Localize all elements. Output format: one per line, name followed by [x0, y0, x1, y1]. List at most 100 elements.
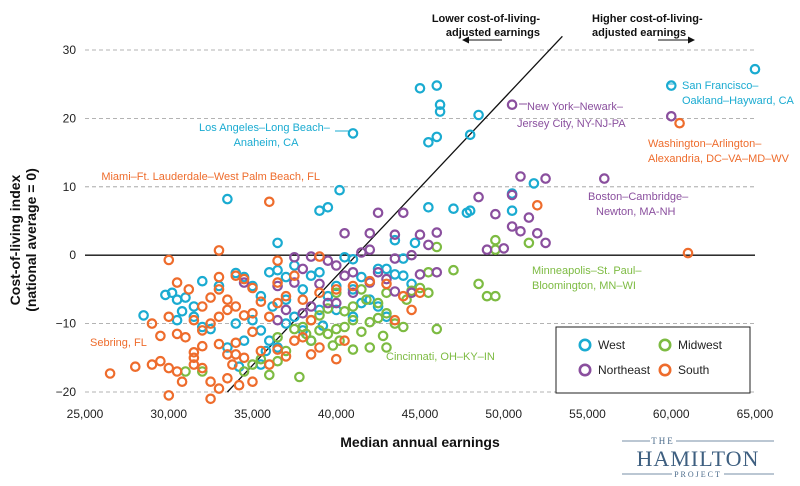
- lower-arrow-label-line2: adjusted earnings: [446, 27, 540, 39]
- data-point: [205, 393, 216, 405]
- data-point: [389, 269, 401, 280]
- data-point: [434, 99, 446, 110]
- data-point: [205, 292, 216, 303]
- data-point: [389, 318, 401, 329]
- data-point: [423, 202, 434, 213]
- data-point: [260, 345, 272, 357]
- data-point: [314, 310, 325, 321]
- data-point: [163, 311, 175, 323]
- data-point: [176, 305, 188, 317]
- data-point: [330, 287, 342, 299]
- data-point: [230, 349, 242, 360]
- data-point: [314, 205, 325, 216]
- data-point: [330, 280, 342, 292]
- x-tick-label: 25,000: [67, 407, 104, 421]
- data-point: [289, 277, 300, 288]
- data-point: [381, 342, 392, 353]
- data-points: [104, 63, 761, 405]
- data-point: [431, 131, 443, 143]
- data-point: [314, 251, 325, 262]
- data-point: [414, 229, 426, 240]
- logo-hamilton: HAMILTON: [637, 446, 760, 471]
- data-point: [255, 290, 267, 302]
- legend-marker-west: [578, 338, 592, 352]
- data-point: [389, 286, 401, 297]
- data-point: [263, 311, 275, 323]
- y-tick-label: 20: [63, 111, 77, 125]
- data-point: [305, 335, 317, 346]
- data-point: [523, 237, 535, 249]
- data-point: [347, 266, 359, 278]
- data-point: [431, 266, 443, 278]
- data-point: [490, 244, 501, 255]
- data-point: [263, 335, 275, 346]
- data-point: [314, 342, 325, 353]
- annotation-sf: San Francisco– Oakland–Hayward, CA: [682, 80, 795, 107]
- data-point: [515, 171, 526, 182]
- data-point: [431, 323, 443, 335]
- data-point: [305, 349, 317, 360]
- data-point: [347, 253, 359, 265]
- data-point: [464, 129, 476, 141]
- data-point: [682, 247, 694, 259]
- data-point: [322, 328, 334, 340]
- data-point: [188, 352, 200, 364]
- y-tick-label: −10: [56, 317, 77, 331]
- data-point: [364, 294, 376, 305]
- right-arrow-icon: [688, 36, 695, 44]
- data-point: [506, 189, 518, 201]
- y-axis-title: Cost-of-living index (national average =…: [7, 168, 39, 312]
- series-west: [138, 63, 761, 372]
- data-point: [138, 310, 149, 321]
- data-point: [171, 314, 183, 326]
- data-point: [305, 314, 317, 326]
- data-point: [205, 318, 216, 329]
- x-tick-label: 45,000: [402, 407, 439, 421]
- x-tick-label: 55,000: [569, 407, 606, 421]
- data-point: [490, 234, 501, 246]
- data-point: [347, 128, 359, 139]
- data-point: [171, 328, 183, 340]
- data-point: [364, 228, 376, 239]
- data-point: [222, 342, 233, 353]
- data-point: [297, 331, 309, 343]
- legend-item-northeast: Northeast: [578, 363, 651, 377]
- data-point: [213, 383, 225, 394]
- data-point: [314, 325, 325, 336]
- data-point: [364, 244, 376, 255]
- data-point: [389, 234, 401, 246]
- data-point: [481, 290, 493, 302]
- data-point: [297, 284, 309, 295]
- data-point: [347, 280, 359, 292]
- data-point: [448, 203, 459, 214]
- legend-marker-midwest: [658, 338, 672, 352]
- data-point: [372, 297, 384, 309]
- data-point: [247, 314, 258, 326]
- x-axis-ticks: 25,000 30,000 35,000 40,000 45,000 50,000 55,0…: [67, 407, 774, 421]
- data-point: [334, 184, 345, 196]
- data-point: [490, 208, 501, 220]
- data-point: [213, 245, 225, 256]
- higher-arrow-label: Higher cost-of-living- adjusted earnings: [592, 13, 703, 44]
- data-point: [289, 251, 300, 263]
- data-point: [464, 205, 476, 216]
- y-axis-title-line1: Cost-of-living index: [7, 174, 23, 305]
- x-tick-label: 60,000: [653, 407, 690, 421]
- data-point: [163, 254, 175, 266]
- data-point: [339, 305, 350, 317]
- legend-item-west: West: [578, 338, 626, 352]
- data-point: [423, 137, 434, 148]
- data-point: [406, 249, 417, 261]
- data-point: [188, 359, 200, 370]
- data-point: [490, 290, 501, 302]
- data-point: [414, 287, 426, 299]
- y-tick-label: 0: [69, 248, 76, 262]
- data-point: [372, 263, 384, 275]
- data-point: [155, 330, 166, 342]
- data-point: [188, 314, 200, 326]
- data-point: [263, 266, 275, 278]
- x-tick-label: 65,000: [737, 407, 774, 421]
- lower-arrow-label: Lower cost-of-living- adjusted earnings: [432, 13, 540, 44]
- data-point: [280, 290, 292, 302]
- data-point: [197, 275, 208, 287]
